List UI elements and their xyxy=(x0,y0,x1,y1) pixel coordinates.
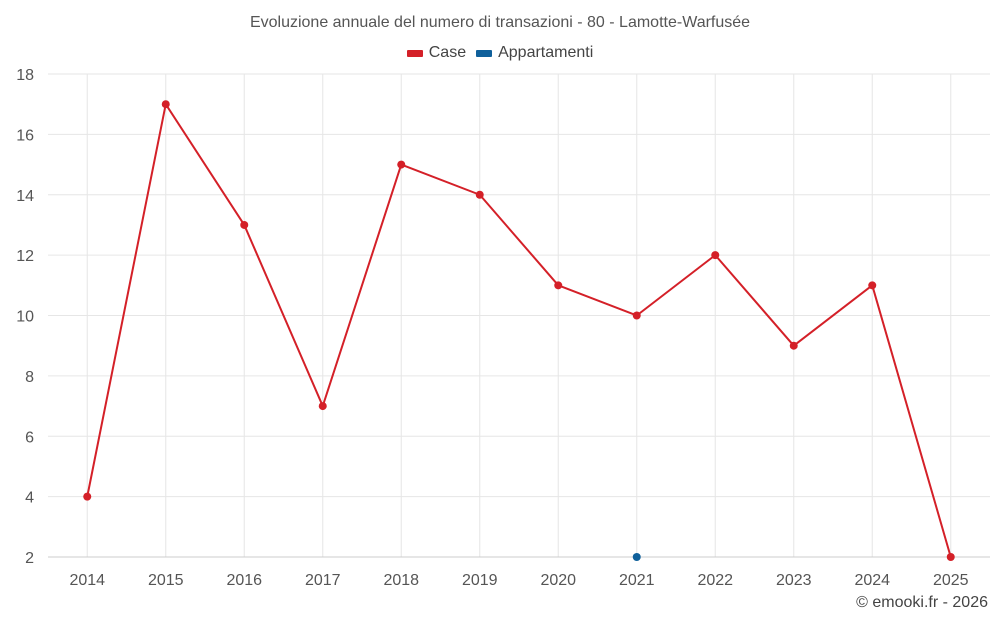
legend: Case Appartamenti xyxy=(0,44,1000,62)
data-point-case-2017 xyxy=(318,402,327,411)
x-tick-label-2025: 2025 xyxy=(933,572,969,589)
y-tick-label-6: 6 xyxy=(25,429,34,446)
data-point-case-2021 xyxy=(632,311,641,320)
y-tick-label-10: 10 xyxy=(16,309,34,326)
legend-label-case: Case xyxy=(428,44,467,61)
y-tick-label-12: 12 xyxy=(16,248,34,265)
x-tick-label-2021: 2021 xyxy=(619,572,655,589)
x-tick-label-2024: 2024 xyxy=(854,572,890,589)
legend-label-appartamenti: Appartamenti xyxy=(498,44,594,61)
y-tick-label-16: 16 xyxy=(16,127,34,144)
data-point-case-2016 xyxy=(240,220,249,229)
x-tick-label-2023: 2023 xyxy=(776,572,812,589)
data-point-appartamenti-2021 xyxy=(632,553,641,561)
data-point-case-2023 xyxy=(789,341,798,350)
legend-item-appartamenti[interactable]: Appartamenti xyxy=(476,44,593,62)
x-tick-label-2016: 2016 xyxy=(226,572,262,589)
x-tick-label-2018: 2018 xyxy=(383,572,419,589)
y-tick-label-14: 14 xyxy=(16,188,34,205)
data-point-case-2024 xyxy=(868,281,877,290)
x-tick-label-2020: 2020 xyxy=(540,572,576,589)
data-point-case-2014 xyxy=(83,492,92,501)
y-tick-label-8: 8 xyxy=(25,369,34,386)
legend-item-case[interactable]: Case xyxy=(406,44,467,62)
credit-text: © emooki.fr - 2026 xyxy=(856,594,988,611)
y-tick-label-2: 2 xyxy=(25,550,34,567)
data-point-case-2015 xyxy=(161,100,170,109)
x-tick-label-2015: 2015 xyxy=(148,572,184,589)
x-tick-label-2022: 2022 xyxy=(697,572,733,589)
x-tick-label-2017: 2017 xyxy=(305,572,341,589)
y-tick-label-18: 18 xyxy=(16,67,34,84)
data-point-case-2025 xyxy=(946,553,955,561)
series-line-case xyxy=(86,103,952,558)
data-point-case-2019 xyxy=(475,190,484,199)
legend-swatch-case xyxy=(406,49,423,57)
y-tick-label-4: 4 xyxy=(25,490,34,507)
x-tick-label-2019: 2019 xyxy=(462,572,498,589)
chart-title: Evoluzione annuale del numero di transaz… xyxy=(249,14,751,31)
data-point-case-2018 xyxy=(397,160,406,169)
legend-swatch-appartamenti xyxy=(476,49,493,57)
data-point-case-2022 xyxy=(711,251,720,260)
x-tick-label-2014: 2014 xyxy=(69,572,105,589)
data-point-case-2020 xyxy=(554,281,563,290)
